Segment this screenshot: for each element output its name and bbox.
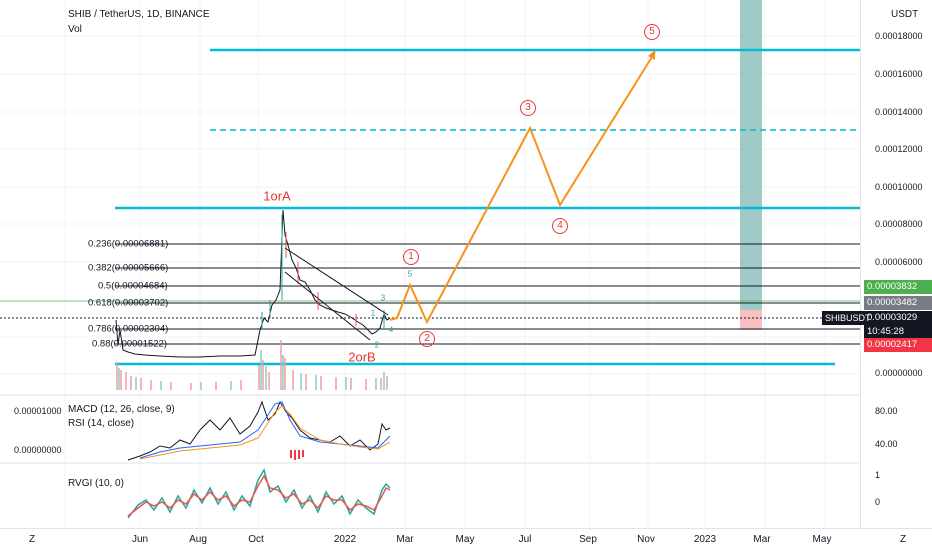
scale-settings-button[interactable]: Z — [899, 534, 907, 545]
candles-up — [261, 215, 385, 330]
wave-1-marker[interactable]: 1 — [403, 249, 419, 265]
sub-wave-label: 4 — [388, 325, 394, 335]
target-zone-box[interactable] — [740, 0, 762, 310]
fib-label: 0.236(0.00006881) — [88, 238, 169, 250]
price-series[interactable] — [115, 209, 391, 358]
fib-label: 0.618(0.00003702) — [88, 297, 169, 309]
macd-tick: 0.00000000 — [14, 445, 62, 455]
peak-annotation[interactable]: 1orA — [263, 188, 291, 204]
current-price-badge: 0.00003029 — [864, 311, 932, 325]
bottom-annotation[interactable]: 2orB — [348, 349, 376, 365]
time-label: Oct — [248, 534, 264, 545]
time-label: 2022 — [333, 534, 357, 545]
candles-down — [285, 232, 357, 326]
grid — [0, 0, 860, 528]
rvgi-signal — [127, 474, 391, 517]
time-label: Jun — [131, 534, 149, 545]
sub-wave-label: 3 — [380, 293, 386, 303]
time-label: Mar — [753, 534, 771, 545]
sub-wave-label: 2 — [374, 340, 380, 350]
rsi-tick: 80.00 — [875, 406, 898, 416]
bar-countdown-badge: 10:45:28 — [864, 325, 932, 339]
time-label: May — [455, 534, 475, 545]
time-label: Aug — [189, 534, 207, 545]
macd-signal-line — [139, 405, 391, 460]
fib-label: 0.5(0.00004684) — [98, 280, 168, 292]
fib-label: 0.382(0.00005666) — [88, 262, 169, 274]
time-label: Jul — [518, 534, 532, 545]
price-tick: 0.00012000 — [875, 144, 923, 154]
price-tick: 0.00010000 — [875, 182, 923, 192]
price-scale[interactable]: USDT 0.00018000 0.00016000 0.00014000 0.… — [860, 0, 932, 528]
time-axis[interactable]: Z Jun Aug Oct 2022 Mar May Jul Sep Nov 2… — [0, 528, 932, 550]
projection-arrowhead — [648, 50, 655, 60]
rvgi-legend[interactable]: RVGI (10, 0) — [68, 478, 124, 489]
macd-histogram — [290, 450, 304, 460]
rvgi-line — [127, 468, 391, 519]
volume-bars-up — [118, 350, 385, 390]
fib-label: 0.786(0.00002304) — [88, 323, 169, 335]
wave-2-marker[interactable]: 2 — [419, 331, 435, 347]
chart-canvas[interactable] — [0, 0, 860, 528]
volume-bars — [116, 340, 388, 390]
time-label: May — [812, 534, 832, 545]
fib-label: 0.88(0.00001522) — [92, 338, 168, 350]
chart-area[interactable]: SHIB / TetherUS, 1D, BINANCE Vol MACD (1… — [0, 0, 860, 528]
time-label: Nov — [637, 534, 655, 545]
time-label: Sep — [579, 534, 597, 545]
price-tick: 0.00008000 — [875, 219, 923, 229]
time-label: 2023 — [693, 534, 717, 545]
channel-lower[interactable] — [284, 271, 371, 341]
sub-wave-label: 1 — [370, 308, 376, 318]
timezone-button[interactable]: Z — [28, 534, 36, 545]
wave-5-marker[interactable]: 5 — [644, 24, 660, 40]
sub-wave-label: 5 — [407, 269, 413, 279]
rvgi-tick: 0 — [875, 497, 881, 507]
symbol-title[interactable]: SHIB / TetherUS, 1D, BINANCE — [68, 9, 210, 20]
rsi-legend[interactable]: RSI (14, close) — [68, 418, 135, 429]
macd-tick: 0.00001000 — [14, 406, 62, 416]
price-tick: 0.00006000 — [875, 257, 923, 267]
channel-upper[interactable] — [284, 247, 389, 316]
stop-zone-box[interactable] — [740, 310, 762, 330]
price-badge-red: 0.00002417 — [864, 338, 932, 352]
price-tick: 0.00000000 — [875, 368, 923, 378]
price-badge-green: 0.00003832 — [864, 280, 932, 294]
rsi-tick: 40.00 — [875, 439, 898, 449]
price-tick: 0.00018000 — [875, 31, 923, 41]
currency-label: USDT — [891, 9, 919, 20]
macd-legend[interactable]: MACD (12, 26, close, 9) — [68, 404, 175, 415]
rvgi-tick: 1 — [875, 470, 881, 480]
price-tick: 0.00016000 — [875, 69, 923, 79]
symbol-badge: SHIBUSDT — [822, 311, 871, 325]
wave-4-marker[interactable]: 4 — [552, 218, 568, 234]
wave-3-marker[interactable]: 3 — [520, 100, 536, 116]
price-badge-gray: 0.00003482 — [864, 296, 932, 310]
time-label: Mar — [396, 534, 414, 545]
fib-lines[interactable] — [115, 243, 860, 345]
price-tick: 0.00014000 — [875, 107, 923, 117]
elliott-projection[interactable] — [389, 51, 656, 325]
volume-legend[interactable]: Vol — [68, 24, 82, 35]
